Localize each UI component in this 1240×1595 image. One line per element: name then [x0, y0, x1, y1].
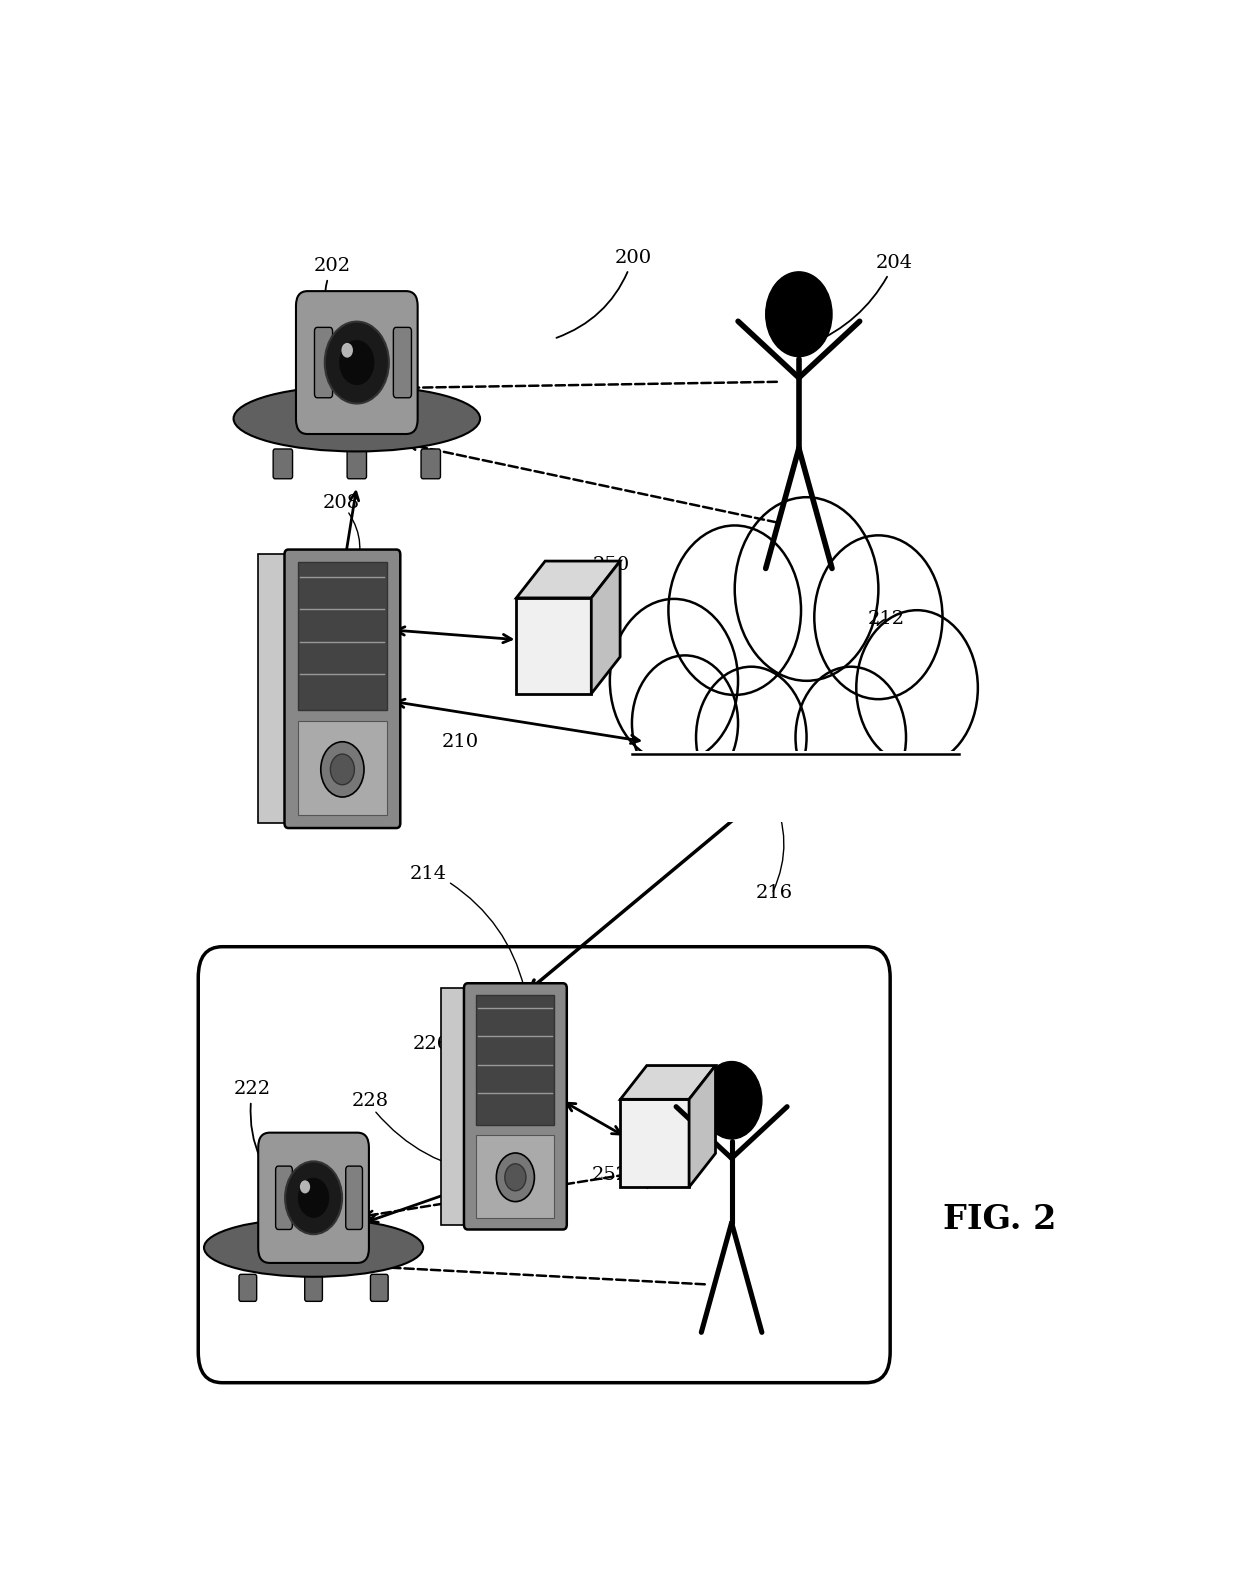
Circle shape	[610, 598, 738, 762]
Circle shape	[341, 343, 353, 357]
Circle shape	[796, 667, 906, 809]
Circle shape	[696, 667, 806, 809]
Text: 200: 200	[557, 249, 651, 338]
Circle shape	[505, 1164, 526, 1191]
Circle shape	[857, 611, 978, 766]
Circle shape	[285, 1161, 342, 1235]
Ellipse shape	[205, 1219, 423, 1276]
FancyBboxPatch shape	[393, 327, 412, 397]
FancyBboxPatch shape	[273, 448, 293, 478]
Text: 206: 206	[319, 598, 356, 625]
FancyBboxPatch shape	[258, 555, 289, 823]
Circle shape	[325, 322, 389, 404]
Circle shape	[668, 525, 801, 695]
FancyBboxPatch shape	[239, 1274, 257, 1302]
FancyBboxPatch shape	[422, 448, 440, 478]
FancyBboxPatch shape	[298, 721, 387, 815]
Polygon shape	[620, 1099, 689, 1187]
FancyBboxPatch shape	[296, 292, 418, 434]
Polygon shape	[591, 561, 620, 694]
Circle shape	[300, 1180, 310, 1193]
Polygon shape	[516, 561, 620, 598]
Polygon shape	[516, 598, 591, 694]
FancyBboxPatch shape	[198, 947, 890, 1383]
FancyBboxPatch shape	[275, 1166, 293, 1230]
Polygon shape	[630, 751, 961, 821]
Circle shape	[702, 1062, 761, 1139]
Polygon shape	[689, 1065, 715, 1187]
Text: 228: 228	[352, 1093, 389, 1110]
Circle shape	[330, 754, 355, 785]
Text: 226: 226	[413, 1035, 503, 1053]
FancyBboxPatch shape	[284, 550, 401, 828]
Text: 214: 214	[409, 864, 446, 884]
Text: 204: 204	[811, 254, 913, 345]
Text: 202: 202	[314, 257, 351, 356]
FancyBboxPatch shape	[258, 1132, 370, 1263]
Circle shape	[298, 1177, 330, 1219]
Circle shape	[735, 498, 878, 681]
Circle shape	[321, 742, 365, 798]
Ellipse shape	[233, 386, 480, 451]
FancyBboxPatch shape	[441, 989, 467, 1225]
FancyBboxPatch shape	[347, 448, 367, 478]
Text: 222: 222	[234, 1080, 296, 1203]
Text: 212: 212	[868, 609, 905, 628]
Text: 224: 224	[701, 1072, 738, 1121]
FancyBboxPatch shape	[476, 995, 554, 1124]
Circle shape	[496, 1153, 534, 1201]
Circle shape	[815, 536, 942, 699]
FancyBboxPatch shape	[476, 1136, 554, 1219]
Circle shape	[340, 340, 374, 384]
Text: 252: 252	[591, 1166, 647, 1188]
Text: 250: 250	[546, 555, 630, 592]
FancyBboxPatch shape	[464, 983, 567, 1230]
FancyBboxPatch shape	[298, 561, 387, 710]
Polygon shape	[620, 1065, 715, 1099]
Text: 208: 208	[324, 494, 361, 512]
Circle shape	[632, 656, 738, 791]
Text: 210: 210	[441, 732, 479, 751]
FancyBboxPatch shape	[315, 327, 332, 397]
Polygon shape	[619, 638, 972, 751]
FancyBboxPatch shape	[305, 1274, 322, 1302]
FancyBboxPatch shape	[346, 1166, 362, 1230]
FancyBboxPatch shape	[371, 1274, 388, 1302]
Circle shape	[766, 271, 832, 357]
Text: 216: 216	[755, 884, 792, 901]
Text: FIG. 2: FIG. 2	[942, 1203, 1056, 1236]
